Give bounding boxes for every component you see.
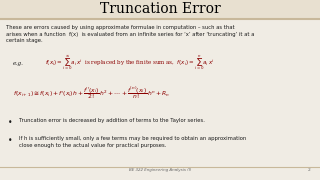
- Text: $f(x_{i+1}) \cong f(x_i) + f'(x_i)h + \dfrac{f''(x_i)}{2!}\,h^2 + \cdots + \dfra: $f(x_{i+1}) \cong f(x_i) + f'(x_i)h + \d…: [13, 86, 170, 102]
- Text: $f(x_i) = \sum_{i=0}^{\infty} a_i\, x^i$  is replaced by the finite sum as,  $f(: $f(x_i) = \sum_{i=0}^{\infty} a_i\, x^i$…: [45, 54, 214, 73]
- Text: 2: 2: [308, 168, 310, 172]
- Text: e.g.: e.g.: [13, 61, 24, 66]
- Text: If h is sufficiently small, only a few terms may be required to obtain an approx: If h is sufficiently small, only a few t…: [19, 136, 246, 148]
- Text: •: •: [8, 136, 12, 145]
- FancyBboxPatch shape: [0, 0, 320, 19]
- Text: Truncation error is decreased by addition of terms to the Taylor series.: Truncation error is decreased by additio…: [19, 118, 205, 123]
- Text: Truncation Error: Truncation Error: [100, 2, 220, 16]
- Text: •: •: [8, 118, 12, 127]
- Text: BE 322 Engineering Analysis (I): BE 322 Engineering Analysis (I): [129, 168, 191, 172]
- Text: These are errors caused by using approximate formulae in computation – such as t: These are errors caused by using approxi…: [6, 25, 255, 43]
